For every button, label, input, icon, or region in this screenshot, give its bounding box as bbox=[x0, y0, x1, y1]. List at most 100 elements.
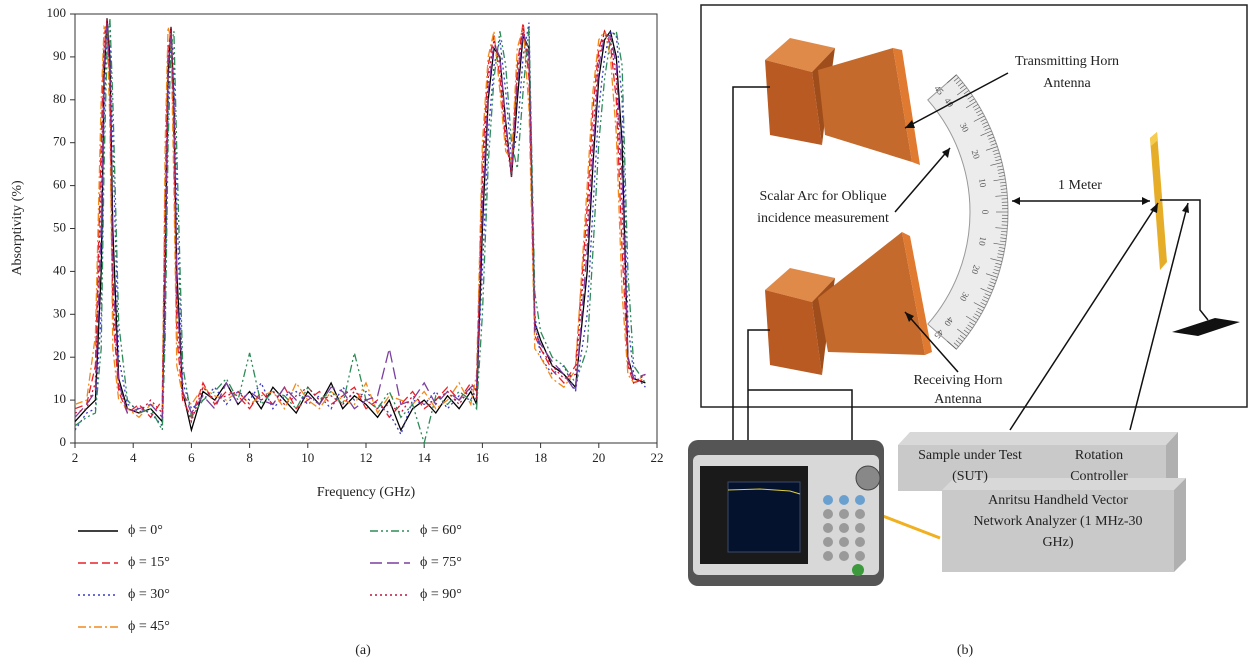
arc-tick bbox=[993, 178, 1006, 182]
arc-tick bbox=[972, 104, 979, 108]
analyzer-trace bbox=[727, 488, 801, 495]
arc-label: Scalar Arc for Oblique bbox=[759, 189, 886, 204]
y-axis-label: Absorptivity (%) bbox=[10, 180, 25, 276]
y-tick-label: 10 bbox=[53, 391, 66, 406]
horn-rim bbox=[902, 232, 932, 355]
sample-edge bbox=[1150, 132, 1158, 146]
arc-tick bbox=[980, 302, 987, 306]
arc-tick bbox=[999, 240, 1006, 243]
x-tick-label: 12 bbox=[360, 450, 373, 465]
arc-tick bbox=[999, 181, 1006, 184]
power-key bbox=[852, 564, 864, 576]
arc-tick bbox=[985, 273, 998, 278]
arc-tick bbox=[947, 74, 957, 83]
transmitting-label: Antenna bbox=[1043, 76, 1091, 91]
arc-tick bbox=[965, 327, 971, 332]
series-line bbox=[74, 22, 646, 437]
x-tick-label: 16 bbox=[476, 450, 490, 465]
arc-tick bbox=[965, 101, 977, 109]
y-tick-label: 20 bbox=[53, 348, 66, 363]
arc-tick bbox=[974, 106, 980, 111]
arc-label: incidence measurement bbox=[757, 211, 889, 226]
horn-body bbox=[765, 290, 822, 375]
arc-tick bbox=[977, 112, 984, 117]
sample bbox=[1150, 132, 1167, 270]
receiving-label: Antenna bbox=[934, 392, 982, 407]
arc-tick bbox=[973, 115, 985, 122]
arc-tick bbox=[973, 302, 985, 309]
y-tick-label: 100 bbox=[47, 5, 67, 20]
y-tick-label: 70 bbox=[53, 134, 66, 149]
arc-tick bbox=[981, 121, 988, 125]
arc-tick bbox=[987, 133, 993, 137]
arc-tick bbox=[988, 284, 995, 288]
vna-label: Anritsu Handheld Vector bbox=[988, 493, 1128, 508]
arrow-heads bbox=[905, 120, 1189, 322]
series-line bbox=[74, 18, 646, 424]
box-top bbox=[898, 432, 1058, 445]
series-line bbox=[74, 22, 646, 419]
y-tick-label: 50 bbox=[53, 219, 66, 234]
x-tick-label: 4 bbox=[130, 450, 137, 465]
arc-tick bbox=[975, 310, 982, 315]
x-tick-label: 10 bbox=[301, 450, 314, 465]
arc-tick bbox=[997, 168, 1004, 171]
arc-tick bbox=[989, 281, 996, 284]
arc-tick bbox=[959, 334, 966, 340]
analyzer-plot bbox=[727, 481, 801, 553]
arc-tick bbox=[998, 250, 1005, 252]
arc-tick bbox=[972, 316, 979, 320]
arc-scale-label: 20 bbox=[970, 149, 982, 161]
key bbox=[839, 551, 849, 561]
x-tick-label: 8 bbox=[246, 450, 253, 465]
arc-tick bbox=[994, 155, 1001, 159]
arc-tick bbox=[993, 152, 1000, 155]
arc-tick bbox=[990, 258, 1003, 262]
legend-label: ϕ = 90° bbox=[420, 587, 462, 602]
y-tick-label: 40 bbox=[53, 262, 66, 277]
arc-tick bbox=[995, 227, 1008, 229]
key bbox=[855, 537, 865, 547]
chamber-box bbox=[700, 4, 1248, 408]
arc-tick bbox=[1000, 234, 1007, 236]
legend-label: ϕ = 45° bbox=[128, 619, 170, 634]
series-line bbox=[74, 24, 646, 419]
x-tick-label: 14 bbox=[418, 450, 432, 465]
arc-scale-label: 10 bbox=[977, 236, 988, 247]
arc-tick bbox=[1000, 188, 1007, 190]
arc-tick bbox=[996, 165, 1003, 168]
keypad bbox=[823, 495, 865, 576]
arc-tick bbox=[1001, 231, 1008, 233]
legend-label: ϕ = 15° bbox=[128, 555, 170, 570]
x-tick-label: 6 bbox=[188, 450, 195, 465]
horn-top bbox=[765, 268, 835, 302]
arc-tick bbox=[959, 84, 966, 90]
rotation-base bbox=[1172, 318, 1240, 336]
rotation-label: Controller bbox=[1070, 469, 1128, 484]
key bbox=[823, 551, 833, 561]
arc-tick bbox=[980, 288, 992, 294]
vna-label: Network Analyzer (1 MHz-30 bbox=[973, 514, 1142, 529]
arc-tick bbox=[1001, 191, 1008, 193]
key bbox=[823, 537, 833, 547]
arc-tick bbox=[981, 299, 988, 303]
arc-tick bbox=[977, 307, 984, 312]
key bbox=[855, 551, 865, 561]
arc-tick bbox=[965, 315, 977, 323]
rotation-label: Rotation bbox=[1075, 448, 1123, 463]
legend-label: ϕ = 30° bbox=[128, 587, 170, 602]
knob bbox=[855, 465, 881, 491]
arc-tick bbox=[994, 265, 1001, 269]
series-line bbox=[74, 22, 646, 419]
arc-tick bbox=[974, 313, 980, 318]
arc-tick bbox=[984, 293, 991, 297]
key bbox=[839, 495, 849, 505]
arc-tick bbox=[995, 262, 1002, 265]
arc-tick bbox=[969, 321, 975, 326]
horn-rim bbox=[893, 48, 920, 165]
wire bbox=[1160, 199, 1209, 321]
arc-tick bbox=[992, 149, 999, 152]
y-tick-label: 60 bbox=[53, 177, 66, 192]
